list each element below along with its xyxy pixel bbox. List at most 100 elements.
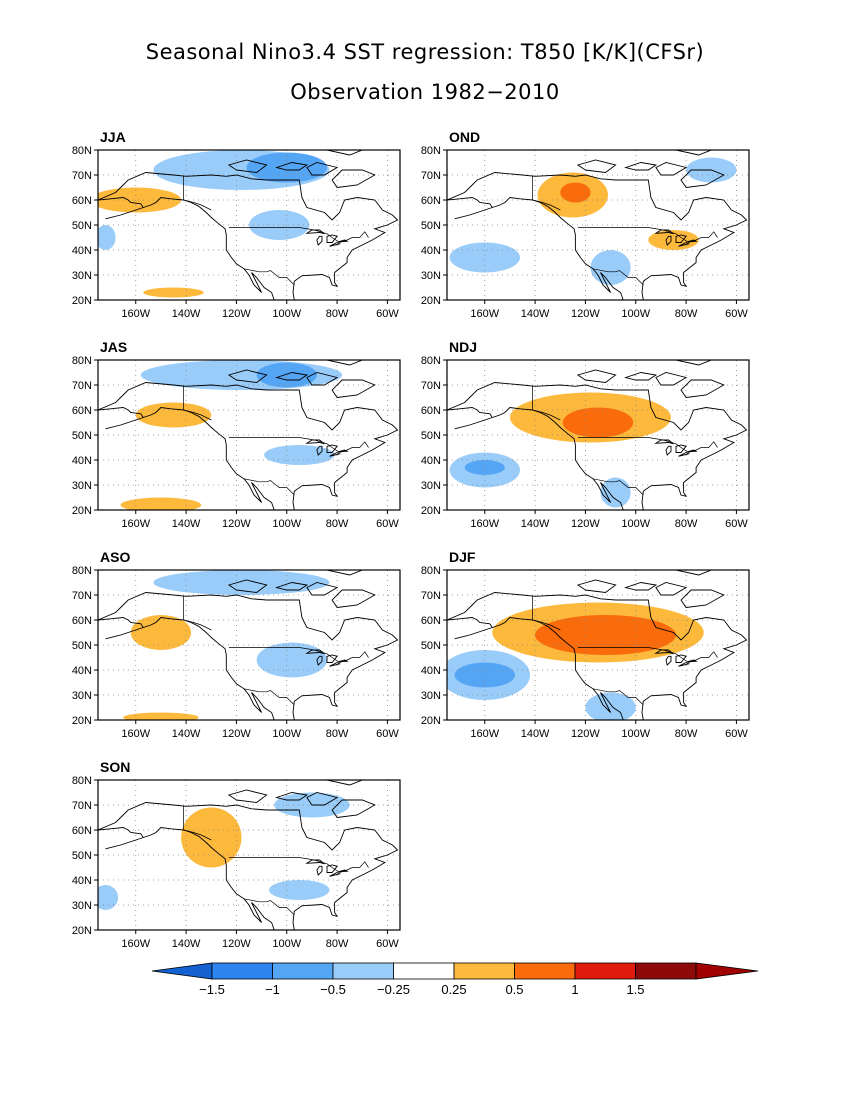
lon-tick-label: 60W bbox=[376, 938, 399, 950]
lat-tick-label: 20N bbox=[72, 295, 92, 307]
colorbar-label: −0.25 bbox=[377, 982, 410, 997]
great-lake bbox=[326, 654, 338, 663]
lat-tick-label: 70N bbox=[421, 170, 441, 182]
great-lake bbox=[665, 445, 672, 456]
arctic-island bbox=[325, 150, 364, 156]
arctic-island bbox=[655, 372, 688, 386]
coastline bbox=[98, 197, 144, 208]
lat-tick-label: 80N bbox=[72, 775, 92, 787]
lon-tick-label: 120W bbox=[571, 728, 600, 740]
border-line bbox=[183, 199, 212, 211]
season-label: NDJ bbox=[449, 339, 477, 355]
lat-tick-label: 60N bbox=[72, 405, 92, 417]
colorbar-segment bbox=[332, 962, 394, 980]
anomaly-region-pos1 bbox=[120, 497, 202, 510]
lon-tick-label: 100W bbox=[621, 728, 650, 740]
border-line bbox=[183, 829, 212, 841]
coastline bbox=[105, 197, 275, 300]
lon-tick-label: 160W bbox=[470, 728, 499, 740]
arctic-island bbox=[624, 582, 658, 591]
colorbar-right-arrow bbox=[695, 962, 759, 980]
lon-tick-label: 80W bbox=[675, 308, 698, 320]
lat-tick-label: 80N bbox=[72, 355, 92, 367]
arctic-island bbox=[674, 150, 713, 156]
arctic-island bbox=[306, 372, 339, 386]
coastline bbox=[447, 407, 493, 418]
lat-tick-label: 30N bbox=[72, 480, 92, 492]
lat-tick-label: 30N bbox=[421, 690, 441, 702]
lat-tick-label: 70N bbox=[72, 170, 92, 182]
map-panel-jas: JAS 80N 70N 60N 50N 40N 30N 20N 160W 140W 120W 100W… bbox=[72, 339, 401, 530]
map-panel-ond: OND 80N 70N 60N 50N 40N 30N 20N 160W 140W 120W 100W… bbox=[421, 129, 750, 320]
anomaly-region-neg1 bbox=[98, 885, 119, 910]
anomaly-region-neg1 bbox=[585, 692, 636, 720]
season-label: ASO bbox=[100, 549, 130, 565]
anomaly-region-neg1 bbox=[449, 242, 520, 273]
arctic-island bbox=[325, 570, 364, 576]
coastline bbox=[447, 617, 493, 628]
great-lake bbox=[305, 859, 325, 865]
lon-tick-label: 100W bbox=[272, 518, 301, 530]
arctic-island bbox=[576, 579, 617, 593]
arctic-island bbox=[680, 379, 725, 398]
anomaly-region-neg1 bbox=[153, 570, 330, 595]
map-panel-son: SON 80N 70N 60N 50N 40N 30N 20N 160W 140W 120W 100W… bbox=[72, 759, 401, 950]
colorbar-label: 0.5 bbox=[505, 982, 523, 997]
lat-tick-label: 60N bbox=[72, 615, 92, 627]
lat-tick-label: 40N bbox=[421, 665, 441, 677]
great-lake bbox=[678, 661, 690, 667]
lon-tick-label: 140W bbox=[172, 308, 201, 320]
colorbar-segment bbox=[635, 962, 697, 980]
great-lake bbox=[665, 655, 672, 666]
lat-tick-label: 20N bbox=[72, 925, 92, 937]
lat-tick-label: 80N bbox=[421, 565, 441, 577]
coastline bbox=[98, 827, 144, 838]
anomaly-region-neg1 bbox=[269, 880, 330, 900]
lat-tick-label: 30N bbox=[421, 270, 441, 282]
arctic-island bbox=[331, 379, 376, 398]
lon-tick-label: 60W bbox=[725, 518, 748, 530]
season-label: SON bbox=[100, 759, 130, 775]
colorbar-segment bbox=[211, 962, 273, 980]
great-lake bbox=[326, 234, 338, 243]
lon-tick-label: 140W bbox=[521, 728, 550, 740]
coastline bbox=[454, 617, 624, 720]
colorbar-segment bbox=[272, 962, 334, 980]
border-line bbox=[532, 409, 561, 421]
border-line bbox=[532, 619, 561, 631]
lat-tick-label: 60N bbox=[72, 195, 92, 207]
figure-subtitle: Observation 1982−2010 bbox=[290, 80, 560, 104]
arctic-island bbox=[624, 162, 658, 171]
lat-tick-label: 50N bbox=[72, 220, 92, 232]
arctic-island bbox=[624, 372, 658, 381]
coastline bbox=[98, 802, 399, 930]
coastline bbox=[447, 172, 748, 300]
great-lake bbox=[654, 649, 674, 655]
arctic-island bbox=[227, 579, 268, 593]
great-lake bbox=[329, 871, 341, 877]
colorbar-label: 0.25 bbox=[441, 982, 466, 997]
lon-tick-label: 80W bbox=[675, 518, 698, 530]
arctic-island bbox=[306, 162, 339, 176]
great-lake bbox=[678, 451, 690, 457]
season-label: DJF bbox=[449, 549, 476, 565]
map-panel-djf: DJF 80N 70N 60N 50N 40N 30N 20N 160W 140W 120W 100W… bbox=[421, 549, 750, 740]
lon-tick-label: 100W bbox=[272, 938, 301, 950]
colorbar-label: −1 bbox=[265, 982, 280, 997]
lon-tick-label: 120W bbox=[571, 518, 600, 530]
map-panel-ndj: NDJ 80N 70N 60N 50N 40N 30N 20N 160W 140W 120W 100W… bbox=[421, 339, 750, 530]
anomaly-region-pos1 bbox=[123, 712, 199, 720]
coastline bbox=[454, 407, 624, 510]
border-line bbox=[243, 478, 295, 496]
lat-tick-label: 80N bbox=[421, 145, 441, 157]
lat-tick-label: 60N bbox=[421, 615, 441, 627]
lat-tick-label: 40N bbox=[72, 245, 92, 257]
lon-tick-label: 80W bbox=[675, 728, 698, 740]
great-lake bbox=[665, 235, 672, 246]
border-line bbox=[592, 268, 644, 286]
arctic-island bbox=[227, 369, 268, 383]
map-panel-aso: ASO 80N 70N 60N 50N 40N 30N 20N 160W 140W 120W 100W… bbox=[72, 549, 401, 740]
lon-tick-label: 160W bbox=[470, 308, 499, 320]
lat-tick-label: 70N bbox=[72, 590, 92, 602]
